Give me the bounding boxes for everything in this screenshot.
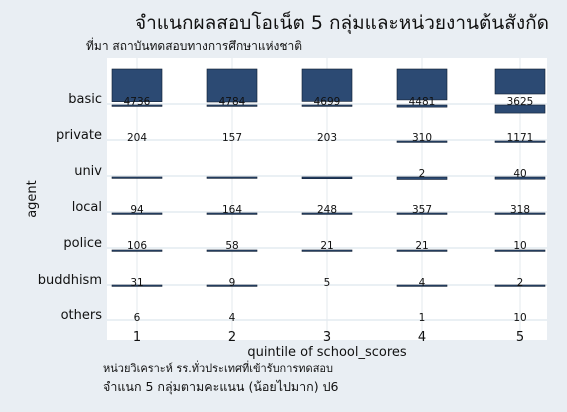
bar-local-1 xyxy=(111,176,163,179)
data-label-private-3: 203 xyxy=(317,132,337,144)
data-label-private-4: 310 xyxy=(412,132,432,144)
x-tick-labels: 1 2 3 4 5 xyxy=(133,330,524,345)
bar-police-5 xyxy=(494,212,546,215)
y-tick-label-police: police xyxy=(63,236,102,251)
bar-local-3 xyxy=(301,176,353,180)
bar-basic-3 xyxy=(301,68,353,102)
bar-buddhism-1 xyxy=(111,249,163,252)
y-tick-labels: basic private univ local police buddhism other… xyxy=(38,92,103,323)
x-axis-label: quintile of school_scores xyxy=(247,345,407,360)
bar-basic-4 xyxy=(396,68,448,101)
bar-others-5 xyxy=(494,284,546,287)
bar-local-4 xyxy=(396,176,448,180)
x-tick-label-5: 5 xyxy=(516,330,524,345)
data-label-police-1: 106 xyxy=(127,240,147,252)
data-label-local-4: 357 xyxy=(412,204,432,216)
y-tick-label-others: others xyxy=(61,308,103,323)
bar-buddhism-2 xyxy=(206,249,258,252)
data-label-private-5: 1171 xyxy=(507,132,534,144)
bar-private-4 xyxy=(396,104,448,108)
y-tick-label-basic: basic xyxy=(68,92,102,107)
bar-others-4 xyxy=(396,284,448,287)
chart-caption: จำแนก 5 กลุ่มตามคะแนน (น้อยไปมาก) ป6 xyxy=(103,379,339,395)
data-label-univ-5: 40 xyxy=(513,168,526,180)
data-label-police-4: 21 xyxy=(415,240,428,252)
y-tick-label-univ: univ xyxy=(74,164,102,179)
bar-police-3 xyxy=(301,212,353,215)
data-label-basic-5: 3625 xyxy=(507,96,534,108)
data-label-buddhism-3: 5 xyxy=(324,277,331,289)
x-tick-label-3: 3 xyxy=(323,330,331,345)
gridlines xyxy=(107,58,547,340)
y-tick-label-private: private xyxy=(56,128,102,143)
data-label-police-5: 10 xyxy=(513,240,526,252)
chart-subtitle: ที่มา สถาบันทดสอบทางการศึกษาแห่งชาติ xyxy=(86,37,302,53)
data-label-buddhism-4: 4 xyxy=(419,277,426,289)
bar-basic-2 xyxy=(206,68,258,103)
bar-local-2 xyxy=(206,176,258,179)
data-label-others-2: 4 xyxy=(229,312,236,324)
chart-note: หน่วยวิเคราะห์ รร.ทั่วประเทศที่เข้ารับกา… xyxy=(103,360,333,375)
data-label-local-5: 318 xyxy=(510,204,530,216)
data-label-buddhism-2: 9 xyxy=(229,277,236,289)
data-labels: 4736 4784 4699 4481 3625 204 157 203 310 1171 2 40 9… xyxy=(124,96,534,324)
y-axis-label: agent xyxy=(25,180,40,218)
bar-police-2 xyxy=(206,212,258,215)
bar-others-2 xyxy=(206,284,258,287)
x-tick-label-1: 1 xyxy=(133,330,141,345)
chart-title: จำแนกผลสอบโอเน็ต 5 กลุ่มและหน่วยงานต้นสั… xyxy=(135,10,549,35)
bar-private-2 xyxy=(206,104,258,107)
bars xyxy=(111,68,546,287)
data-label-basic-2: 4784 xyxy=(219,96,246,108)
data-label-others-4: 1 xyxy=(419,312,426,324)
data-label-basic-4: 4481 xyxy=(409,96,436,108)
bar-local-5 xyxy=(494,176,546,180)
data-label-univ-4: 2 xyxy=(419,168,426,180)
data-label-others-5: 10 xyxy=(513,312,526,324)
bar-police-1 xyxy=(111,212,163,215)
data-label-buddhism-1: 31 xyxy=(130,277,143,289)
bar-buddhism-5 xyxy=(494,249,546,252)
data-label-basic-1: 4736 xyxy=(124,96,151,108)
bar-buddhism-4 xyxy=(396,249,448,252)
data-label-local-3: 248 xyxy=(317,204,337,216)
data-label-local-1: 94 xyxy=(130,204,144,216)
data-label-police-3: 21 xyxy=(320,240,333,252)
bar-others-1 xyxy=(111,284,163,287)
x-tick-label-2: 2 xyxy=(228,330,236,345)
data-label-others-1: 6 xyxy=(134,312,141,324)
y-tick-label-buddhism: buddhism xyxy=(38,273,102,288)
data-label-local-2: 164 xyxy=(222,204,242,216)
data-label-police-2: 58 xyxy=(225,240,238,252)
data-label-basic-3: 4699 xyxy=(314,96,341,108)
bar-basic-5 xyxy=(494,68,546,95)
bar-buddhism-3 xyxy=(301,249,353,252)
bar-univ-4 xyxy=(396,140,448,143)
bar-police-4 xyxy=(396,212,448,215)
bar-private-3 xyxy=(301,104,353,107)
data-label-private-2: 157 xyxy=(222,132,242,144)
bar-univ-5 xyxy=(494,140,546,143)
x-tick-label-4: 4 xyxy=(418,330,426,345)
data-label-private-1: 204 xyxy=(127,132,147,144)
bar-private-1 xyxy=(111,104,163,107)
data-label-buddhism-5: 2 xyxy=(517,277,524,289)
y-tick-label-local: local xyxy=(72,200,102,215)
bar-basic-1 xyxy=(111,68,163,102)
bar-private-5 xyxy=(494,104,546,114)
